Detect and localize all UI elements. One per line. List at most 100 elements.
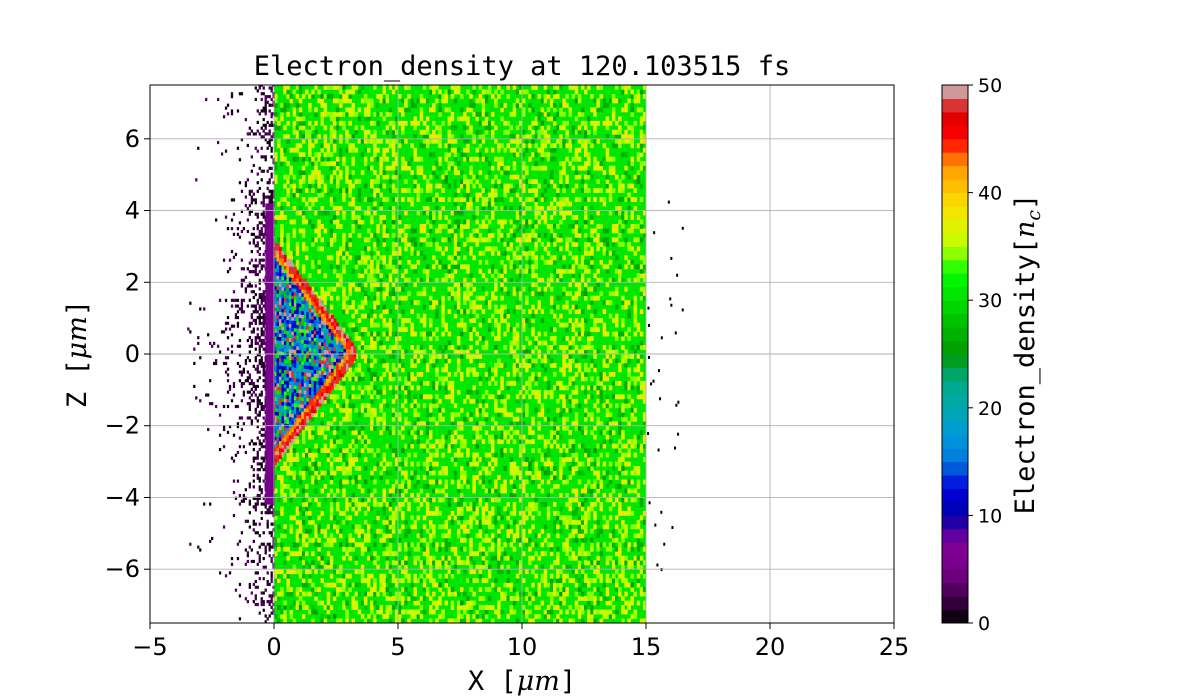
density-cell (500, 555, 504, 561)
density-cell (323, 93, 328, 99)
density-cell (363, 443, 368, 449)
density-cell (336, 219, 340, 225)
density-cell (404, 120, 408, 126)
density-cell (444, 170, 448, 176)
density-cell (577, 273, 582, 279)
density-cell (528, 188, 532, 193)
density-cell (571, 537, 576, 543)
density-cell (394, 197, 399, 202)
density-cell (587, 331, 591, 337)
density-cell (540, 125, 545, 131)
density-cell (385, 555, 390, 561)
density-cell (512, 165, 517, 171)
density-cell (382, 614, 386, 619)
density-cell (398, 246, 402, 252)
density-cell (503, 345, 507, 350)
density-cell (286, 457, 290, 462)
density-cell (466, 389, 470, 395)
density-cell (432, 524, 436, 530)
density-cell (320, 430, 324, 436)
density-cell (419, 291, 424, 297)
density-cell (407, 430, 411, 436)
density-cell (301, 174, 306, 180)
density-cell (481, 564, 486, 570)
density-cell (435, 421, 439, 427)
density-cell (398, 259, 402, 265)
density-cell (531, 515, 535, 521)
density-cell (456, 219, 461, 225)
density-cell (537, 555, 541, 561)
density-cell (484, 156, 489, 162)
density-cell (540, 215, 545, 220)
density-cell (450, 125, 455, 131)
density-cell (401, 322, 405, 328)
density-cell (339, 528, 343, 534)
density-cell (534, 241, 538, 247)
density-cell (394, 241, 399, 247)
density-cell (559, 210, 563, 216)
density-cell (438, 156, 442, 162)
density-cell (388, 519, 393, 525)
density-cell (339, 533, 343, 539)
density-cell (363, 147, 368, 153)
density-cell (289, 605, 293, 610)
density-cell (345, 403, 349, 409)
density-cell (382, 228, 386, 234)
density-cell (370, 120, 374, 126)
density-cell (559, 237, 563, 243)
density-cell (357, 569, 362, 575)
density-cell (562, 367, 566, 373)
density-cell (298, 569, 303, 575)
density-cell (559, 528, 563, 534)
density-cell (348, 457, 352, 462)
density-cell (382, 183, 386, 189)
density-cell (339, 479, 343, 485)
density-cell (559, 591, 563, 597)
density-cell (394, 394, 399, 400)
density-cell (413, 519, 417, 525)
density-cell (413, 237, 417, 243)
density-cell (571, 268, 576, 274)
density-cell (435, 618, 439, 623)
density-cell (345, 246, 349, 252)
density-cell (515, 102, 520, 108)
density-cell (298, 111, 303, 117)
density-cell (317, 555, 321, 561)
density-cell (466, 479, 470, 485)
density-cell (370, 506, 374, 512)
density-cell (472, 367, 476, 373)
density-cell (525, 197, 529, 202)
density-cell (478, 250, 483, 256)
density-cell (429, 533, 433, 539)
density-cell (289, 250, 293, 256)
density-cell (305, 219, 309, 225)
density-cell (472, 277, 476, 283)
density-cell (441, 309, 445, 315)
density-cell (584, 524, 588, 530)
density-cell (298, 528, 303, 534)
density-cell (332, 385, 337, 391)
density-cell (484, 497, 489, 503)
density-cell (500, 609, 504, 615)
density-cell (537, 475, 541, 480)
density-cell (559, 461, 563, 467)
density-cell (537, 165, 541, 171)
density-cell (456, 223, 461, 229)
density-cell (429, 188, 433, 193)
density-cell (484, 551, 489, 557)
density-cell (500, 394, 504, 400)
density-cell (522, 129, 526, 135)
density-cell (556, 385, 560, 391)
density-cell (494, 304, 498, 310)
density-cell (574, 389, 579, 395)
density-cell (475, 331, 479, 337)
density-cell (475, 461, 479, 467)
density-cell (435, 371, 439, 377)
density-cell (342, 246, 346, 252)
density-cell (531, 223, 535, 229)
density-cell (509, 582, 514, 588)
density-cell (497, 327, 501, 332)
density-cell (416, 170, 421, 176)
density-cell (295, 147, 300, 153)
density-cell (394, 461, 399, 467)
